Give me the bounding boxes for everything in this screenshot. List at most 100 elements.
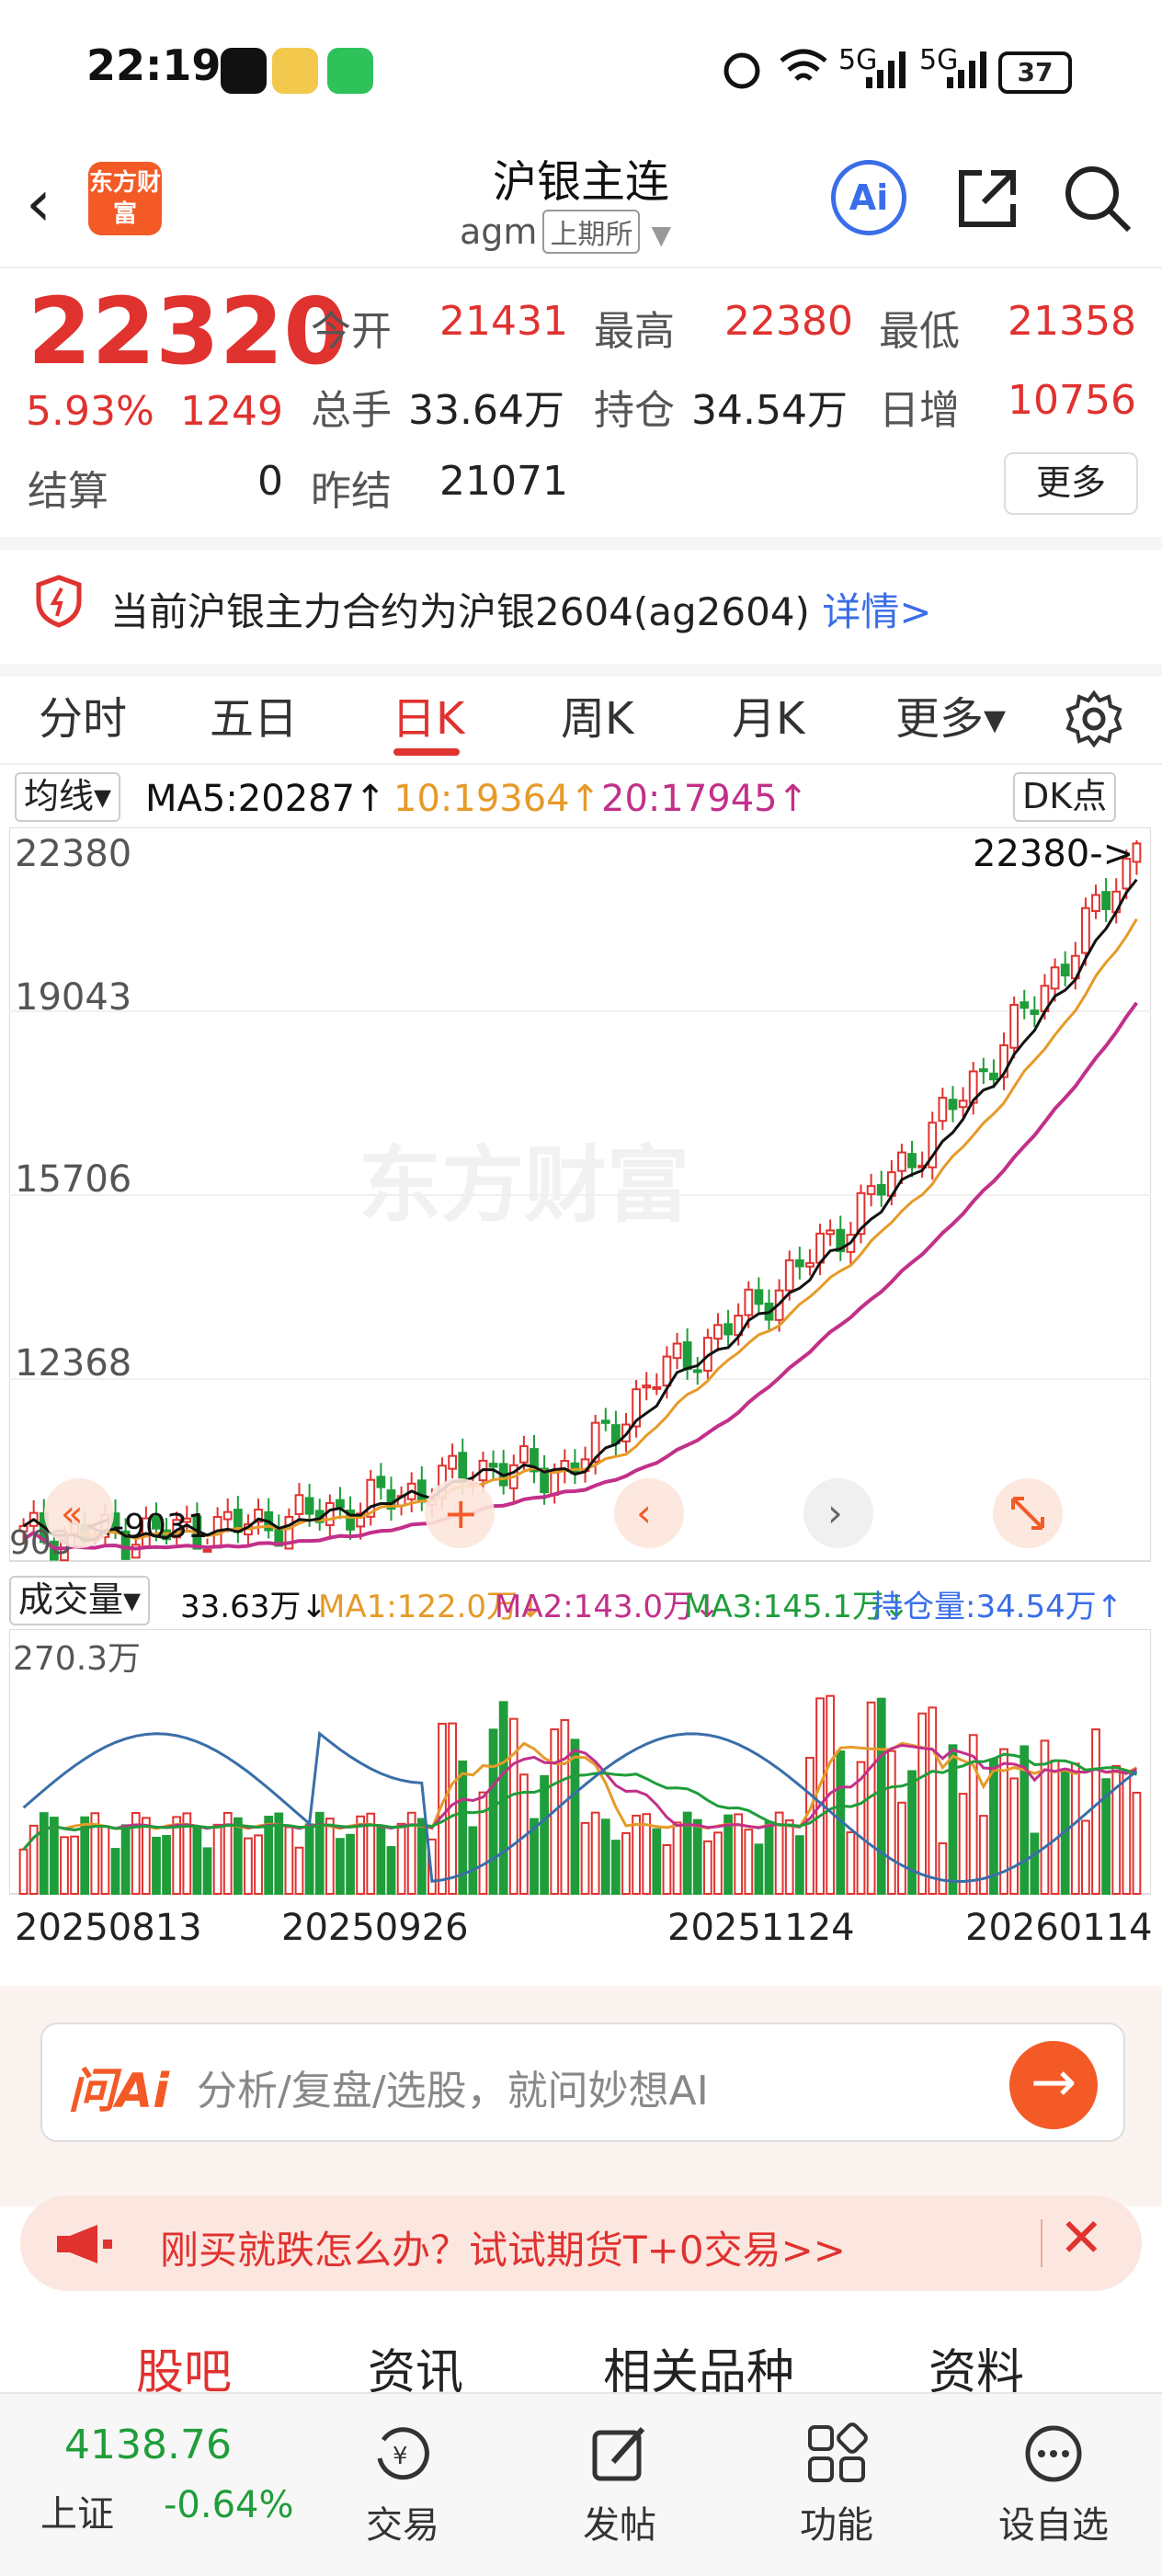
tab-news[interactable]: 资讯 <box>368 2345 464 2400</box>
volume-bar <box>805 1756 815 1895</box>
volume-bar <box>508 1717 518 1895</box>
volume-bar <box>80 1816 90 1895</box>
close-icon[interactable]: ✕ <box>1059 2206 1104 2269</box>
gear-icon[interactable] <box>1065 690 1123 748</box>
nav-add-watchlist-label: 设自选 <box>998 2504 1109 2547</box>
ma5-value: MA5:20287↑ <box>145 778 386 820</box>
candle-body <box>652 1385 662 1390</box>
more-quote-button[interactable]: 更多 <box>1004 452 1138 515</box>
ask-ai-input[interactable]: 分析/复盘/选股，就问妙想AI <box>197 2068 709 2114</box>
candle-body <box>938 1097 948 1123</box>
search-icon[interactable] <box>1061 162 1134 235</box>
kline-chart[interactable]: 东方财富 22380 19043 15706 12368 903 22380->… <box>9 827 1151 1563</box>
volume-bar <box>744 1829 754 1895</box>
daily-inc-value: 10756 <box>1008 377 1136 424</box>
network-label-1: 5G <box>838 44 878 76</box>
tab-monthly-k[interactable]: 月K <box>732 693 805 745</box>
volume-bar <box>856 1761 866 1895</box>
volume-bar <box>846 1831 856 1895</box>
oi-label: 持仓 <box>594 387 675 434</box>
volume-bar <box>264 1816 274 1895</box>
candle-body <box>632 1388 641 1428</box>
oi-value: 34.54万 <box>691 387 848 434</box>
candle-body <box>1122 858 1132 890</box>
candle-body <box>600 1419 610 1424</box>
volume-bar <box>416 1818 427 1895</box>
candle-body <box>999 1044 1008 1078</box>
nav-post[interactable]: 发帖 <box>546 2422 693 2548</box>
ask-ai-section: 问Ai 分析/复盘/选股，就问妙想AI → <box>0 1986 1162 2206</box>
volume-chart[interactable]: 270.3万 <box>9 1629 1151 1896</box>
volume-bar <box>621 1831 631 1896</box>
high-label: 最高 <box>594 308 675 355</box>
candle-body <box>948 1099 958 1111</box>
scroll-left-button[interactable]: ‹ <box>614 1478 684 1548</box>
candle-body <box>519 1445 529 1464</box>
volume-bar <box>458 1760 468 1895</box>
app-logo: 东方财富 <box>88 162 162 235</box>
candle-body <box>1101 891 1111 910</box>
volume-indicator-select[interactable]: 成交量▾ <box>9 1576 151 1625</box>
volume-bar <box>488 1728 498 1895</box>
indicator-select[interactable]: 均线▾ <box>15 772 121 822</box>
ask-ai-logo: 问Ai <box>68 2064 170 2119</box>
contract-code[interactable]: agm 上期所 ▼ <box>460 210 671 254</box>
candle-body <box>754 1289 764 1305</box>
zoom-in-button[interactable]: + <box>425 1478 495 1548</box>
date-label-2: 20250926 <box>281 1907 469 1949</box>
tab-more[interactable]: 更多▾ <box>895 693 1007 745</box>
low-label: 最低 <box>879 308 960 355</box>
tab-daily-k[interactable]: 日K <box>392 693 465 745</box>
candle-body <box>550 1471 560 1496</box>
prev-settle-value: 21071 <box>439 458 568 505</box>
tab-five-day[interactable]: 五日 <box>210 693 299 745</box>
apps-icon <box>808 2422 868 2482</box>
svg-text:«: « <box>61 1493 83 1535</box>
tab-forum[interactable]: 股吧 <box>136 2345 233 2400</box>
ask-ai-box[interactable]: 问Ai 分析/复盘/选股，就问妙想AI → <box>40 2023 1125 2142</box>
dk-point-button[interactable]: DK点 <box>1013 772 1117 822</box>
ai-button[interactable]: Ai <box>831 160 906 235</box>
back-button[interactable]: ‹ <box>26 165 51 241</box>
notice-message: 当前沪银主力合约为沪银2604(ag2604) <box>110 589 810 634</box>
date-label-3: 20251124 <box>667 1907 855 1949</box>
promo-banner[interactable]: 刚买就跌怎么办？试试期货T+0交易>> ✕ <box>20 2195 1142 2291</box>
candle-body <box>723 1323 733 1336</box>
nav-trade[interactable]: ¥ 交易 <box>329 2422 476 2548</box>
volume-bar <box>346 1833 355 1895</box>
alarm-icon <box>723 52 760 89</box>
arrow-right-icon[interactable]: → <box>1009 2041 1098 2129</box>
notice-text: 当前沪银主力合约为沪银2604(ag2604) 详情> <box>110 581 932 637</box>
candle-body <box>1091 894 1100 913</box>
candle-body <box>1050 966 1060 990</box>
notice-detail-link[interactable]: 详情> <box>822 589 932 634</box>
tab-weekly-k[interactable]: 周K <box>561 693 634 745</box>
volume-bar <box>141 1817 151 1895</box>
volume-legend: 成交量▾ 33.63万↓ MA1:122.0万↓ MA2:143.0万↓ MA3… <box>0 1570 1162 1631</box>
ma5-line <box>22 878 1138 1543</box>
volume-bar <box>734 1813 744 1895</box>
kline-grid <box>9 1010 1151 1380</box>
last-price: 22320 <box>28 278 347 385</box>
y-label-max: 22380 <box>15 833 131 875</box>
volume-bar <box>1040 1739 1050 1895</box>
tab-info[interactable]: 资料 <box>928 2345 1025 2400</box>
more-icon <box>1025 2425 1082 2482</box>
share-icon[interactable] <box>951 162 1024 235</box>
scroll-left-fast-button[interactable]: « <box>44 1478 114 1548</box>
candle-body <box>182 1517 192 1523</box>
status-bar: 22:19 5G 5G 37 <box>0 0 1162 138</box>
candle-body <box>907 1153 917 1168</box>
volume-bar <box>1070 1762 1080 1895</box>
volume-bar <box>560 1718 570 1895</box>
tab-intraday[interactable]: 分时 <box>39 693 128 745</box>
candle-body <box>713 1324 723 1340</box>
fullscreen-icon[interactable] <box>993 1478 1063 1548</box>
nav-add-watchlist[interactable]: 设自选 <box>980 2422 1127 2548</box>
ma10-value: 10:19364↑ <box>393 778 601 820</box>
nav-functions[interactable]: 功能 <box>763 2422 910 2548</box>
main-contract-notice[interactable]: 当前沪银主力合约为沪银2604(ag2604) 详情> <box>0 537 1162 677</box>
volume-bar <box>794 1835 804 1895</box>
scroll-right-button[interactable]: › <box>803 1478 873 1548</box>
tab-related[interactable]: 相关品种 <box>603 2345 795 2400</box>
